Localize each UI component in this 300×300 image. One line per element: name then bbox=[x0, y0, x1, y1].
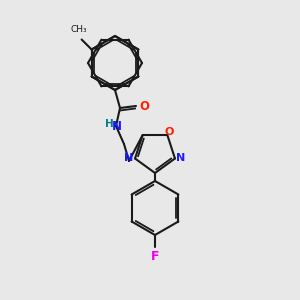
Text: F: F bbox=[151, 250, 159, 263]
Text: N: N bbox=[112, 121, 122, 134]
Text: H: H bbox=[105, 119, 113, 129]
Text: O: O bbox=[165, 127, 174, 137]
Text: N: N bbox=[124, 154, 134, 164]
Text: CH₃: CH₃ bbox=[70, 26, 87, 34]
Text: N: N bbox=[176, 154, 186, 164]
Text: O: O bbox=[139, 100, 149, 112]
